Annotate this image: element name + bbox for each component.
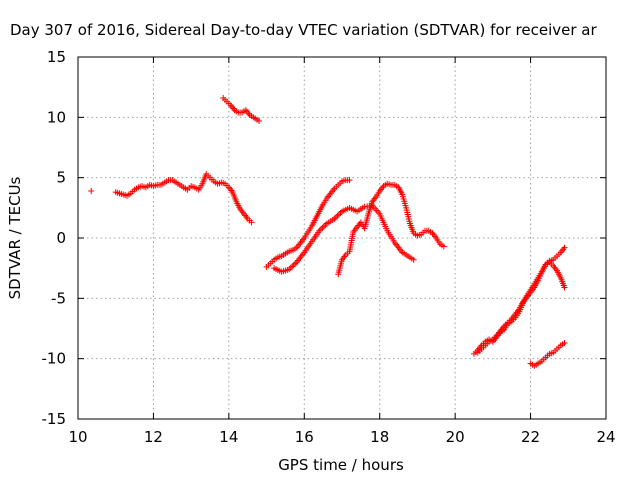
y-tick-label: 15 — [47, 48, 66, 66]
x-tick-label: 10 — [68, 428, 87, 446]
x-axis-label: GPS time / hours — [278, 456, 404, 474]
data-point — [335, 211, 342, 218]
axis-ticks — [77, 56, 607, 420]
y-tick-labels: 15 10 5 0 -5 -10 -15 — [42, 48, 67, 428]
data-point — [346, 177, 353, 184]
x-tick-label: 14 — [219, 428, 238, 446]
data-point — [322, 221, 329, 228]
data-point — [290, 262, 297, 269]
data-point — [319, 224, 326, 231]
data-point — [561, 244, 568, 251]
x-tick-label: 18 — [370, 428, 389, 446]
data-point — [88, 187, 95, 194]
x-tick-label: 12 — [144, 428, 163, 446]
data-point — [332, 214, 339, 221]
data-point — [256, 117, 263, 124]
x-tick-label: 22 — [521, 428, 540, 446]
data-point — [292, 260, 299, 267]
data-point — [289, 263, 296, 270]
x-tick-label: 20 — [446, 428, 465, 446]
y-tick-label: -10 — [42, 350, 67, 368]
plot-frame — [77, 56, 607, 420]
y-tick-label: 0 — [56, 229, 66, 247]
data-point — [248, 219, 255, 226]
x-tick-labels: 10 12 14 16 18 20 22 24 — [68, 428, 615, 446]
data-point — [320, 223, 327, 230]
data-point — [561, 339, 568, 346]
data-point — [440, 243, 447, 250]
y-axis-label: SDTVAR / TECUs — [6, 176, 24, 299]
data-point — [334, 212, 341, 219]
data-point — [410, 256, 417, 263]
y-tick-label: 10 — [47, 108, 66, 126]
y-tick-label: -15 — [42, 410, 67, 428]
data-point — [561, 284, 568, 291]
chart-title: Day 307 of 2016, Sidereal Day-to-day VTE… — [10, 21, 597, 39]
grid-lines — [78, 57, 606, 419]
x-tick-label: 16 — [295, 428, 314, 446]
x-tick-label: 24 — [596, 428, 615, 446]
data-points — [88, 95, 568, 369]
data-point — [317, 226, 324, 233]
y-tick-label: 5 — [56, 169, 66, 187]
y-tick-label: -5 — [51, 289, 66, 307]
